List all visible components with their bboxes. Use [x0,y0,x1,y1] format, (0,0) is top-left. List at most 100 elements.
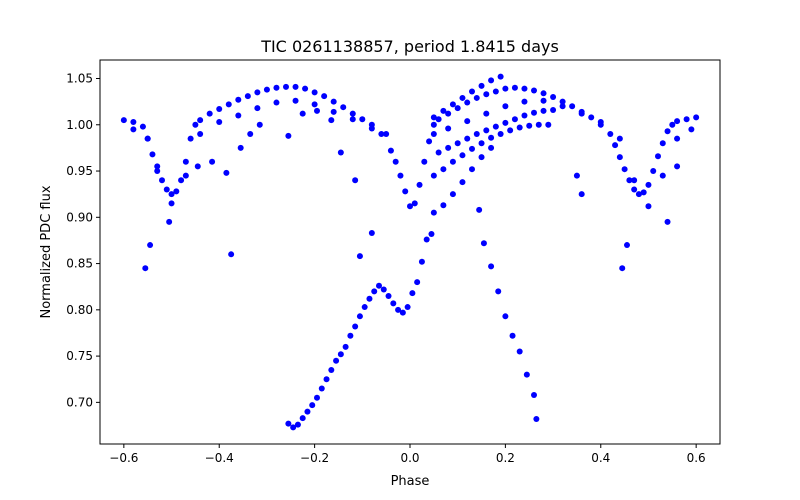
data-point [321,93,328,100]
data-point [385,292,392,299]
data-point [192,121,199,128]
data-point [578,191,585,198]
data-point [631,177,638,184]
data-point [619,265,626,272]
data-point [445,125,452,132]
data-point [559,98,566,105]
data-point [223,169,230,176]
data-point [478,154,485,161]
data-point [356,313,363,320]
data-point [309,402,316,409]
data-point [209,158,216,165]
data-point [340,104,347,111]
data-point [469,88,475,95]
data-point [328,117,335,124]
y-tick-label: 0.75 [66,349,93,363]
data-point [392,158,399,165]
y-tick-label: 0.95 [66,164,93,178]
data-point [273,84,280,91]
data-point [511,116,518,123]
data-point [497,131,504,138]
data-point [285,132,292,139]
data-point [488,77,495,84]
data-point [285,420,292,427]
data-point [511,84,518,91]
data-point [318,385,325,392]
data-point [178,177,185,184]
data-point [399,309,406,316]
data-point [616,154,623,161]
data-point [507,127,514,134]
data-point [404,304,411,311]
data-point [349,110,356,117]
data-point [314,107,320,114]
data-point [416,181,423,188]
data-point [147,242,154,249]
data-point [144,135,151,142]
data-point [578,110,585,117]
y-tick-label: 0.90 [66,210,93,224]
data-point [473,94,480,101]
data-point [531,391,537,398]
data-point [612,142,619,149]
data-point [292,97,299,104]
data-point [263,86,270,93]
data-point [182,158,189,165]
data-point [445,110,452,117]
data-point [418,258,425,265]
plot-points [120,73,700,431]
data-point [464,118,471,125]
data-point [440,166,447,173]
data-point [664,218,671,225]
data-point [445,144,452,151]
data-point [540,97,547,104]
data-point [440,202,447,209]
data-point [659,140,666,147]
data-point [449,158,456,165]
data-point [194,163,201,170]
data-point [395,306,402,313]
data-point [516,124,523,131]
data-point [669,121,676,128]
data-point [402,188,409,195]
data-point [497,73,504,80]
data-point [464,135,471,142]
data-point [502,313,509,320]
data-point [459,94,466,101]
data-point [621,166,628,173]
y-tick-label: 1.00 [66,118,93,132]
data-point [323,376,330,383]
data-point [430,114,437,121]
data-point [342,343,349,350]
data-point [550,106,557,113]
data-point [533,416,540,423]
data-point [430,131,437,138]
data-point [407,203,413,210]
data-point [430,172,437,179]
data-point [235,112,242,119]
data-point [139,123,146,130]
data-point [421,158,428,165]
data-point [130,126,137,133]
data-point [488,263,495,270]
data-point [187,135,194,142]
data-point [664,128,671,135]
data-point [454,140,461,147]
data-point [454,105,461,112]
data-point [311,89,318,96]
data-point [502,119,509,126]
data-point [492,88,499,95]
data-point [509,332,516,339]
data-point [130,119,137,125]
data-point [502,103,509,110]
data-point [449,191,456,198]
data-point [521,98,528,105]
data-point [166,218,173,225]
data-point [228,251,235,258]
data-point [693,114,700,121]
data-point [464,99,471,106]
data-point [624,242,630,249]
data-point [292,83,299,90]
data-point [521,112,528,119]
